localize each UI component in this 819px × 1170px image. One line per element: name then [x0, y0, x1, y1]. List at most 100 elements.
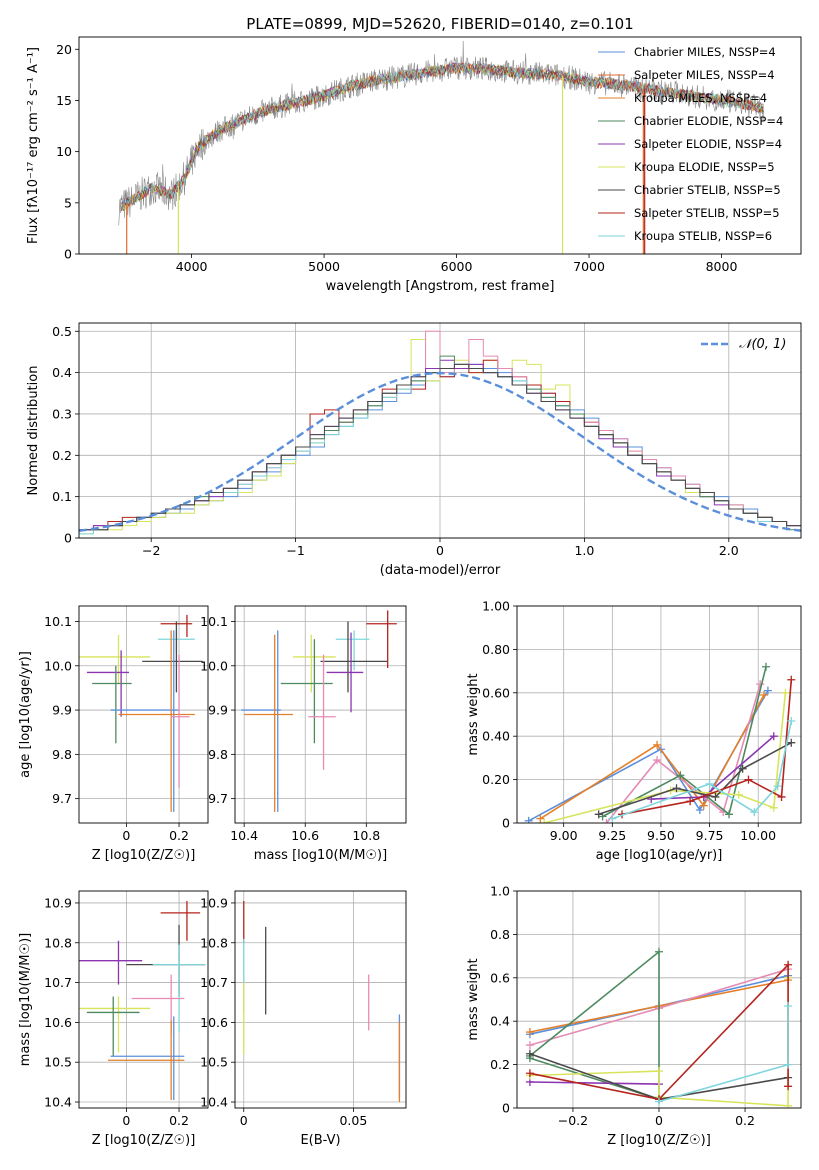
y-tick-label: 10.6 [44, 1015, 72, 1030]
axes-frame [516, 890, 802, 1109]
x-tick-label: 4000 [176, 259, 208, 274]
y-tick-label: 0 [502, 1101, 510, 1116]
weight-marker [769, 803, 778, 812]
x-tick-label: 0 [436, 543, 444, 558]
weight-series-line [658, 1006, 789, 1103]
y-tick-label: 0.4 [52, 365, 72, 380]
weight-marker [540, 819, 549, 823]
residuals-histogram-panel: −2 −1 0 1.0 2.0 0 0.1 0.2 0.3 0.4 0.5 (data-model)/… [26, 322, 802, 578]
weight-marker [787, 675, 796, 684]
weight-marker [655, 1097, 663, 1106]
y-tick-label: 10.9 [44, 895, 72, 910]
age-vs-mass-panel: 10.4 10.6 10.8 9.7 9.8 9.9 10.0 10.1 mass [log10… [200, 605, 407, 863]
y-tick-label: 15 [56, 93, 72, 108]
mass-vs-metallicity-panel: 0 0.2 10.4 10.5 10.6 10.7 10.8 10.9 Z [log10(Z/Z… [18, 890, 209, 1148]
weight-marker [653, 756, 662, 765]
y-tick-label: 0.5 [52, 324, 72, 339]
plot-area [525, 947, 793, 1108]
y-tick-label: 0.80 [482, 642, 510, 657]
weight-marker [608, 814, 617, 823]
legend-label: Salpeter MILES, NSSP=4 [634, 68, 775, 82]
weight-marker [653, 740, 662, 749]
x-tick-label: −2 [142, 543, 160, 558]
x-tick-label: 10.4 [230, 828, 258, 843]
x-axis-label: E(B-V) [300, 1133, 340, 1148]
axes-frame [78, 605, 209, 824]
x-tick-label: 0.05 [339, 1113, 367, 1128]
weight-marker [655, 1067, 663, 1076]
y-tick-label: 10.8 [44, 935, 72, 950]
x-tick-label: 10.00 [740, 828, 776, 843]
y-tick-label: 0.60 [482, 685, 510, 700]
weight-marker [787, 717, 796, 726]
x-tick-label: 5000 [308, 259, 340, 274]
weight-series-line [651, 735, 775, 800]
y-tick-label: 10.8 [200, 935, 228, 950]
x-tick-label: 9.00 [550, 828, 578, 843]
y-tick-label: 10.5 [200, 1055, 228, 1070]
y-tick-label: 10.0 [200, 658, 228, 673]
histogram-series [79, 363, 801, 531]
weight-marker [750, 808, 759, 817]
y-tick-label: 0 [64, 531, 72, 546]
x-axis-label: Z [log10(Z/Z☉)] [92, 848, 196, 863]
weight-marker [695, 805, 704, 814]
axes-frame [234, 605, 407, 824]
y-tick-label: 10.7 [200, 975, 228, 990]
y-tick-label: 0.6 [490, 970, 510, 985]
axes-frame [234, 890, 407, 1109]
legend-label: Salpeter STELIB, NSSP=5 [634, 206, 780, 220]
y-tick-label: 9.7 [52, 791, 72, 806]
x-axis-label: Z [log10(Z/Z☉)] [92, 1133, 196, 1148]
weight-vs-age-panel: 9.00 9.25 9.50 9.75 10.00 0 0.20 0.40 0.60 0.80 1.… [466, 599, 802, 863]
plot-area [79, 614, 203, 812]
y-tick-label: 1.00 [482, 599, 510, 614]
weight-marker [744, 775, 753, 784]
x-axis-label: (data-model)/error [380, 563, 501, 578]
x-tick-label: 2.0 [719, 543, 739, 558]
figure-title: PLATE=0899, MJD=52620, FIBERID=0140, z=0… [246, 15, 633, 33]
x-tick-label: 0 [122, 1113, 130, 1128]
y-tick-label: 0.2 [52, 448, 72, 463]
weight-marker [602, 819, 611, 823]
y-tick-label: 10.6 [200, 1015, 228, 1030]
legend-label: Kroupa MILES, NSSP=4 [634, 91, 767, 105]
y-tick-label: 0.8 [490, 927, 510, 942]
x-axis-label: age [log10(age/yr)] [596, 848, 723, 863]
weight-marker [784, 1101, 793, 1108]
y-axis-label: Flux [fλ10⁻¹⁷ erg cm⁻² s⁻¹ A⁻¹] [26, 47, 41, 244]
y-tick-label: 10.5 [44, 1055, 72, 1070]
weight-series-line [539, 694, 765, 820]
x-tick-label: 6000 [441, 259, 473, 274]
weight-marker [536, 814, 545, 823]
x-tick-label: 1.0 [574, 543, 594, 558]
y-tick-label: 10 [56, 144, 72, 159]
weight-marker [686, 797, 695, 806]
weight-marker [777, 792, 786, 801]
age-vs-metallicity-panel: 0 0.2 9.7 9.8 9.9 10.0 10.1 Z [log10(Z/Z☉)] age … [18, 605, 209, 863]
weight-marker [699, 801, 708, 810]
weight-marker [760, 690, 769, 699]
weight-marker [525, 1069, 534, 1078]
weight-marker [784, 960, 793, 969]
weight-marker [761, 662, 770, 671]
y-tick-label: 10.4 [200, 1095, 228, 1110]
weight-marker [784, 1002, 793, 1011]
weight-marker [524, 816, 533, 823]
x-tick-label: 0 [655, 1113, 663, 1128]
weight-marker [769, 732, 778, 741]
y-tick-label: 0.1 [52, 489, 72, 504]
axes-frame [78, 322, 802, 539]
y-tick-label: 0.4 [490, 1014, 510, 1029]
x-axis-label: mass [log10(M/M☉)] [254, 848, 387, 863]
legend-label: Salpeter ELODIE, NSSP=4 [634, 137, 782, 151]
plot-area [524, 662, 796, 823]
y-tick-label: 9.8 [52, 747, 72, 762]
y-axis-label: mass weight [466, 958, 481, 1040]
weight-marker [676, 771, 685, 780]
weight-series-line [529, 1081, 660, 1085]
x-tick-label: 9.75 [696, 828, 724, 843]
y-tick-label: 9.9 [52, 703, 72, 718]
mass-vs-reddening-panel: 0 0.05 10.4 10.5 10.6 10.7 10.8 10.9 E(B-V) [200, 890, 407, 1148]
